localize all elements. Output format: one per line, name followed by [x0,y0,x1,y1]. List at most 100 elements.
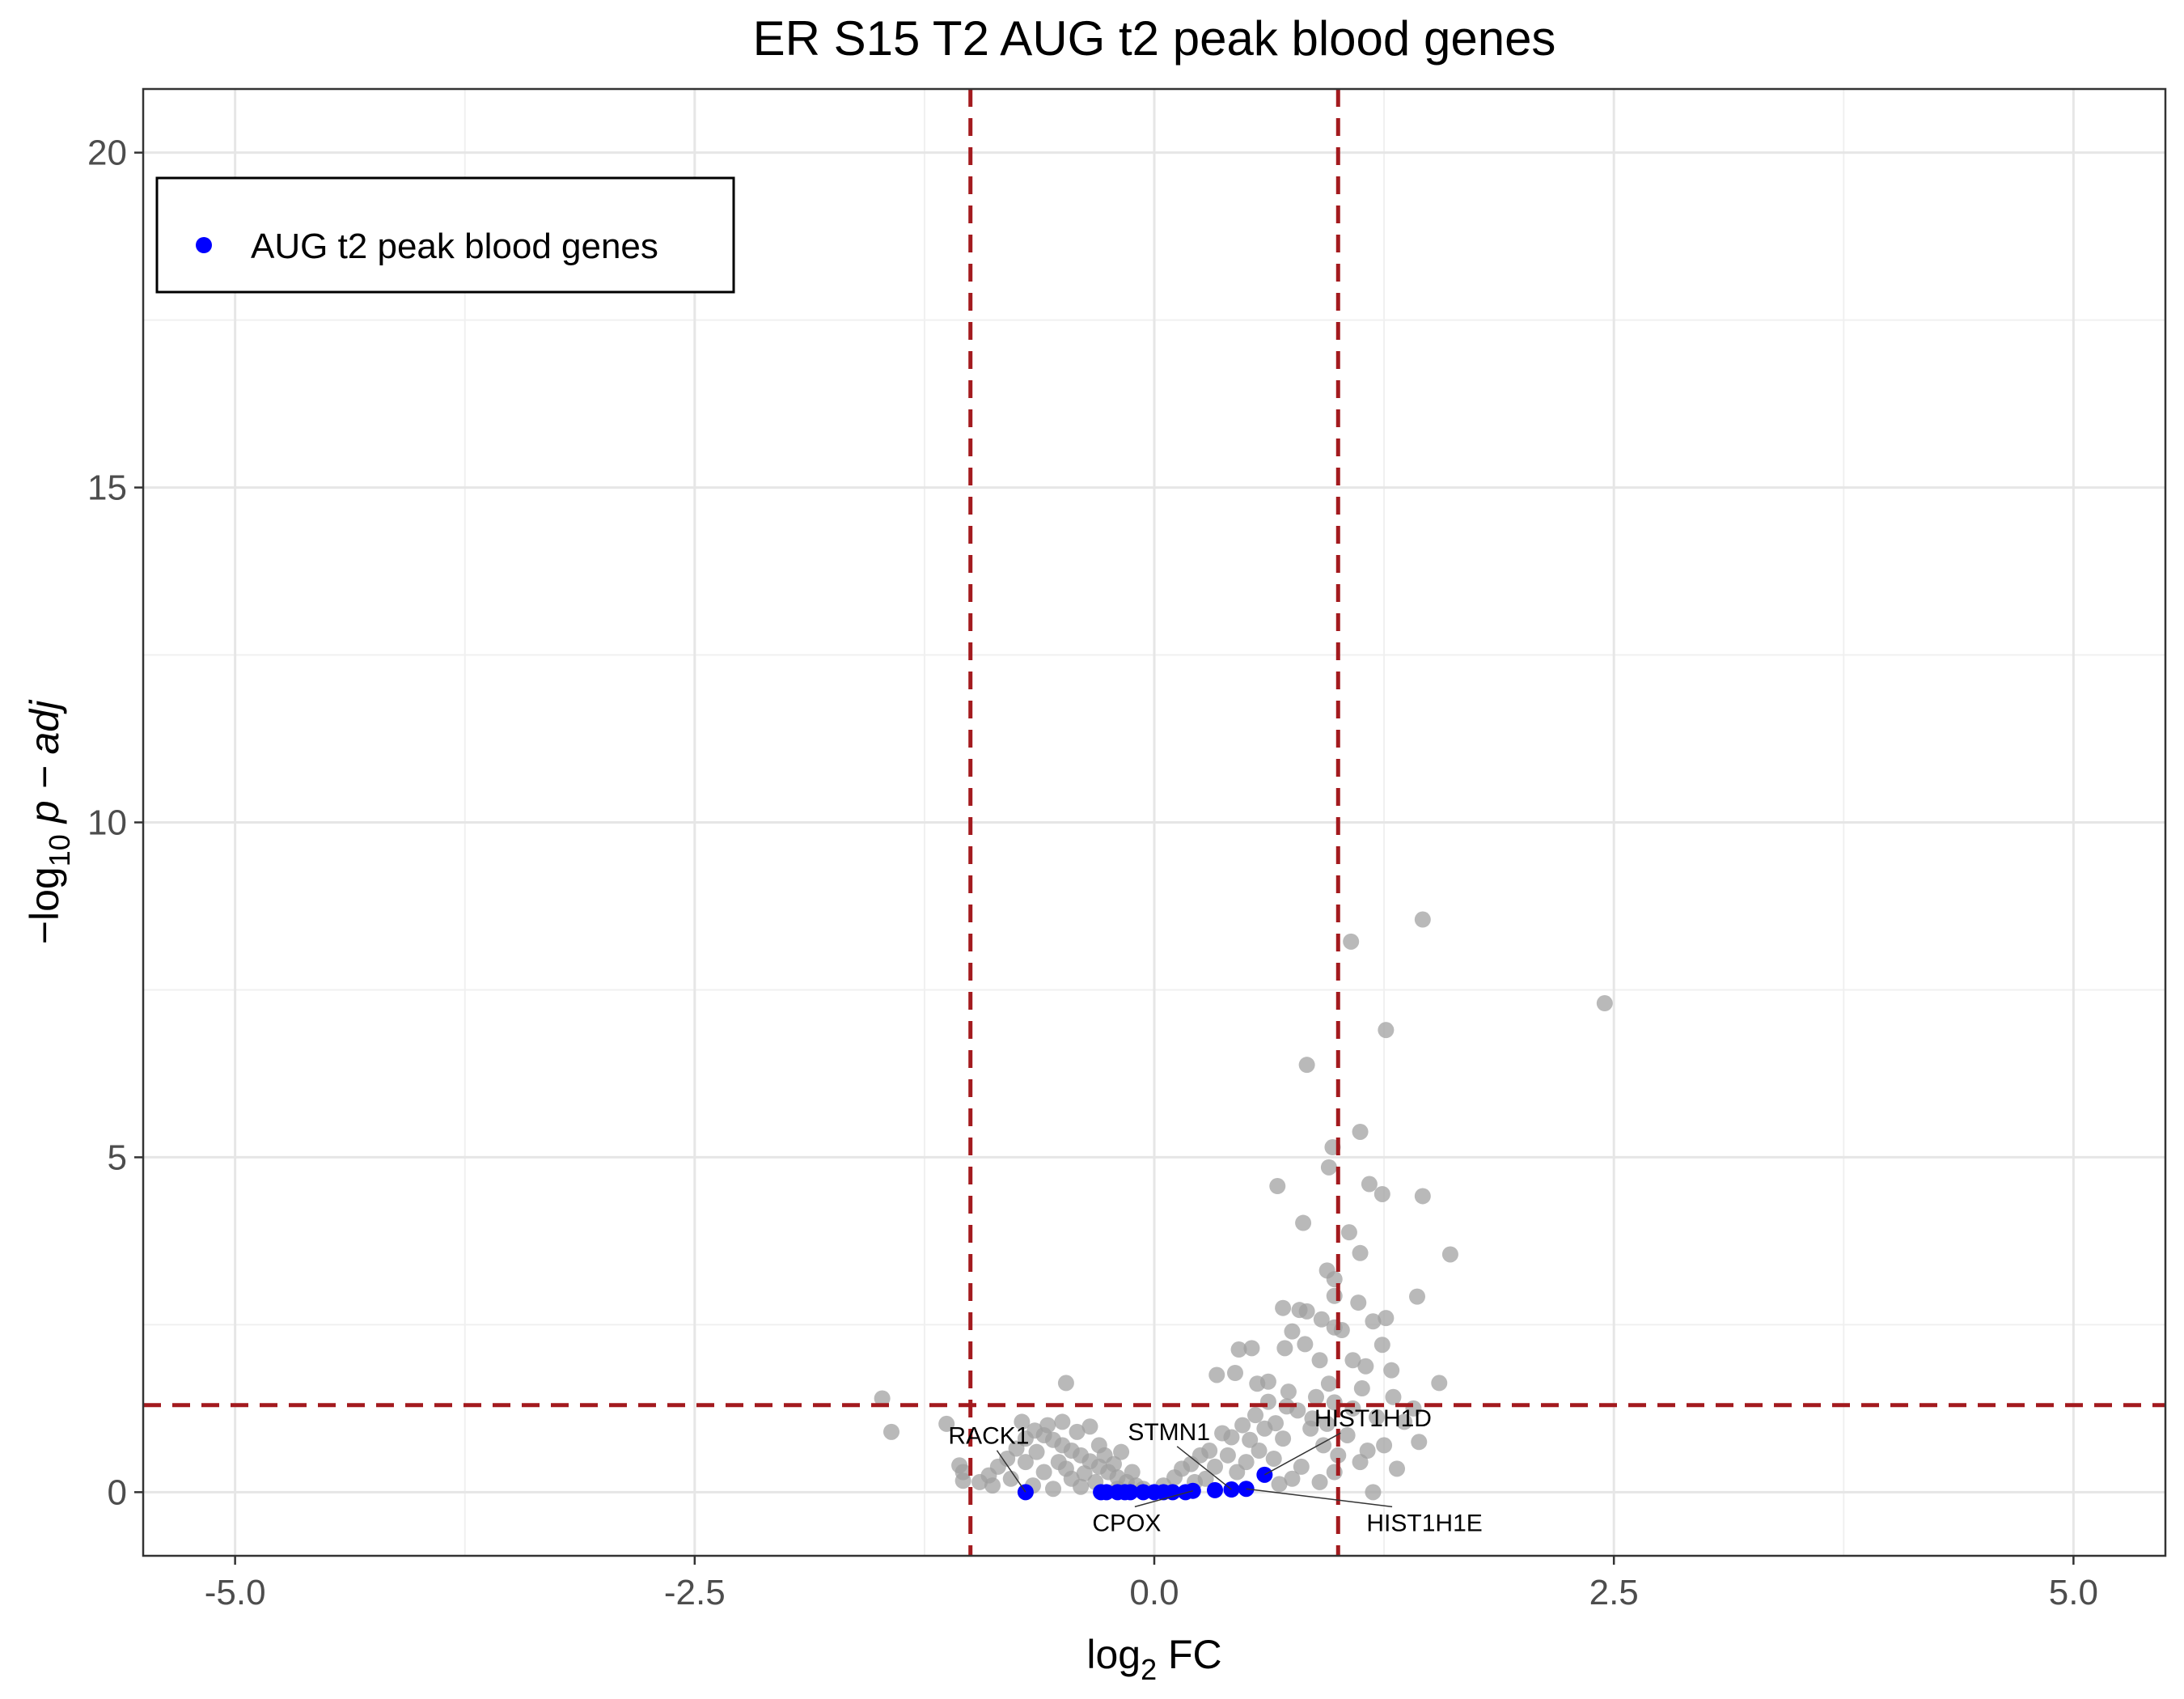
background-gene-point [1275,1299,1292,1316]
background-gene-point [1249,1375,1266,1392]
background-gene-point [1269,1178,1286,1195]
background-gene-point [1039,1417,1056,1434]
background-gene-point [1271,1476,1288,1493]
background-gene-point [1318,1415,1335,1432]
background-gene-point [1045,1481,1061,1498]
background-gene-point [1076,1465,1093,1482]
background-gene-point [1219,1447,1236,1464]
background-gene-point [1069,1423,1086,1440]
y-tick-label: 0 [108,1472,127,1512]
background-gene-point [1320,1375,1337,1392]
background-gene-point [1352,1244,1369,1261]
x-tick-label: 0.0 [1129,1573,1179,1612]
background-gene-point [1373,1185,1390,1202]
background-gene-point [1308,1388,1324,1405]
background-gene-point [1002,1470,1019,1487]
background-gene-point [1208,1366,1225,1383]
background-gene-point [1054,1413,1071,1430]
background-gene-point [1385,1388,1402,1405]
background-gene-point [1227,1364,1243,1381]
background-gene-point [984,1477,1001,1494]
gene-label: RACK1 [948,1423,1029,1450]
gene-label-leader-line [1134,1489,1193,1508]
y-tick-label: 20 [87,133,127,173]
background-gene-point [1284,1323,1301,1340]
background-gene-point [1396,1413,1413,1430]
highlight-gene-point [1122,1484,1139,1501]
gene-label-leader-line [1264,1432,1341,1476]
gene-label-leader-line [1176,1446,1232,1490]
background-gene-point [1295,1214,1312,1231]
background-gene-point [1596,995,1613,1012]
gene-label: CPOX [1092,1510,1161,1536]
background-gene-point [1081,1418,1098,1435]
gene-label: STMN1 [1128,1419,1210,1446]
x-tick-label: 5.0 [2049,1573,2098,1612]
background-gene-point [971,1473,988,1490]
background-gene-point [1106,1455,1122,1472]
background-gene-point [1340,1224,1357,1241]
highlight-gene-point [1207,1481,1223,1498]
background-gene-point [1311,1352,1328,1369]
background-gene-point [1330,1447,1347,1464]
highlight-gene-point [1164,1484,1181,1501]
legend-label: AUG t2 peak blood genes [251,227,658,266]
background-gene-point [1353,1380,1370,1397]
background-gene-point [1297,1336,1314,1353]
background-gene-point [1124,1464,1141,1481]
background-gene-point [938,1415,955,1432]
background-gene-point [1073,1478,1090,1495]
background-gene-point [1383,1362,1400,1379]
y-tick-label: 10 [87,803,127,843]
background-gene-point [883,1423,899,1440]
background-gene-point [1352,1123,1369,1140]
background-gene-point [1378,1022,1395,1039]
background-gene-point [1378,1310,1395,1327]
background-gene-point [1431,1375,1448,1392]
background-gene-point [1057,1460,1074,1477]
background-gene-point [1090,1437,1107,1454]
background-gene-point [1298,1057,1315,1074]
background-gene-point [1276,1340,1293,1357]
gene-label-leader-line [1246,1488,1393,1508]
background-gene-point [1313,1311,1330,1328]
background-gene-point [1361,1176,1378,1193]
background-gene-point [1214,1425,1231,1442]
background-gene-point [1028,1443,1045,1460]
background-gene-point [1229,1464,1246,1481]
background-gene-point [1343,933,1360,950]
background-gene-point [1365,1484,1382,1501]
background-gene-point [874,1390,891,1407]
background-gene-point [1376,1437,1393,1454]
background-gene-point [1265,1450,1282,1467]
background-gene-point [1414,1188,1431,1205]
background-gene-point [1113,1443,1130,1460]
background-gene-point [1414,911,1431,928]
background-gene-point [1350,1294,1367,1311]
background-gene-point [1304,1410,1321,1427]
background-gene-point [1284,1470,1301,1487]
legend-key-dot [196,237,212,253]
gene-label-leader-line [996,1450,1026,1493]
background-gene-point [1409,1288,1425,1305]
y-tick-label: 15 [87,468,127,508]
background-gene-point [1357,1358,1374,1375]
background-gene-point [1280,1383,1297,1400]
background-gene-point [1035,1464,1052,1481]
background-gene-point [1293,1458,1310,1475]
background-gene-point [1247,1407,1263,1424]
background-gene-point [1298,1303,1315,1320]
background-gene-point [1057,1375,1074,1392]
background-gene-point [1441,1246,1458,1263]
background-gene-point [1207,1458,1223,1475]
background-gene-point [1234,1417,1251,1434]
chart-title: ER S15 T2 AUG t2 peak blood genes [753,11,1556,66]
background-gene-point [1369,1409,1385,1426]
background-gene-point [1243,1340,1260,1357]
background-gene-point [1014,1413,1031,1430]
background-gene-point [1256,1420,1273,1437]
background-gene-point [1230,1341,1247,1358]
background-gene-point [1389,1460,1405,1477]
